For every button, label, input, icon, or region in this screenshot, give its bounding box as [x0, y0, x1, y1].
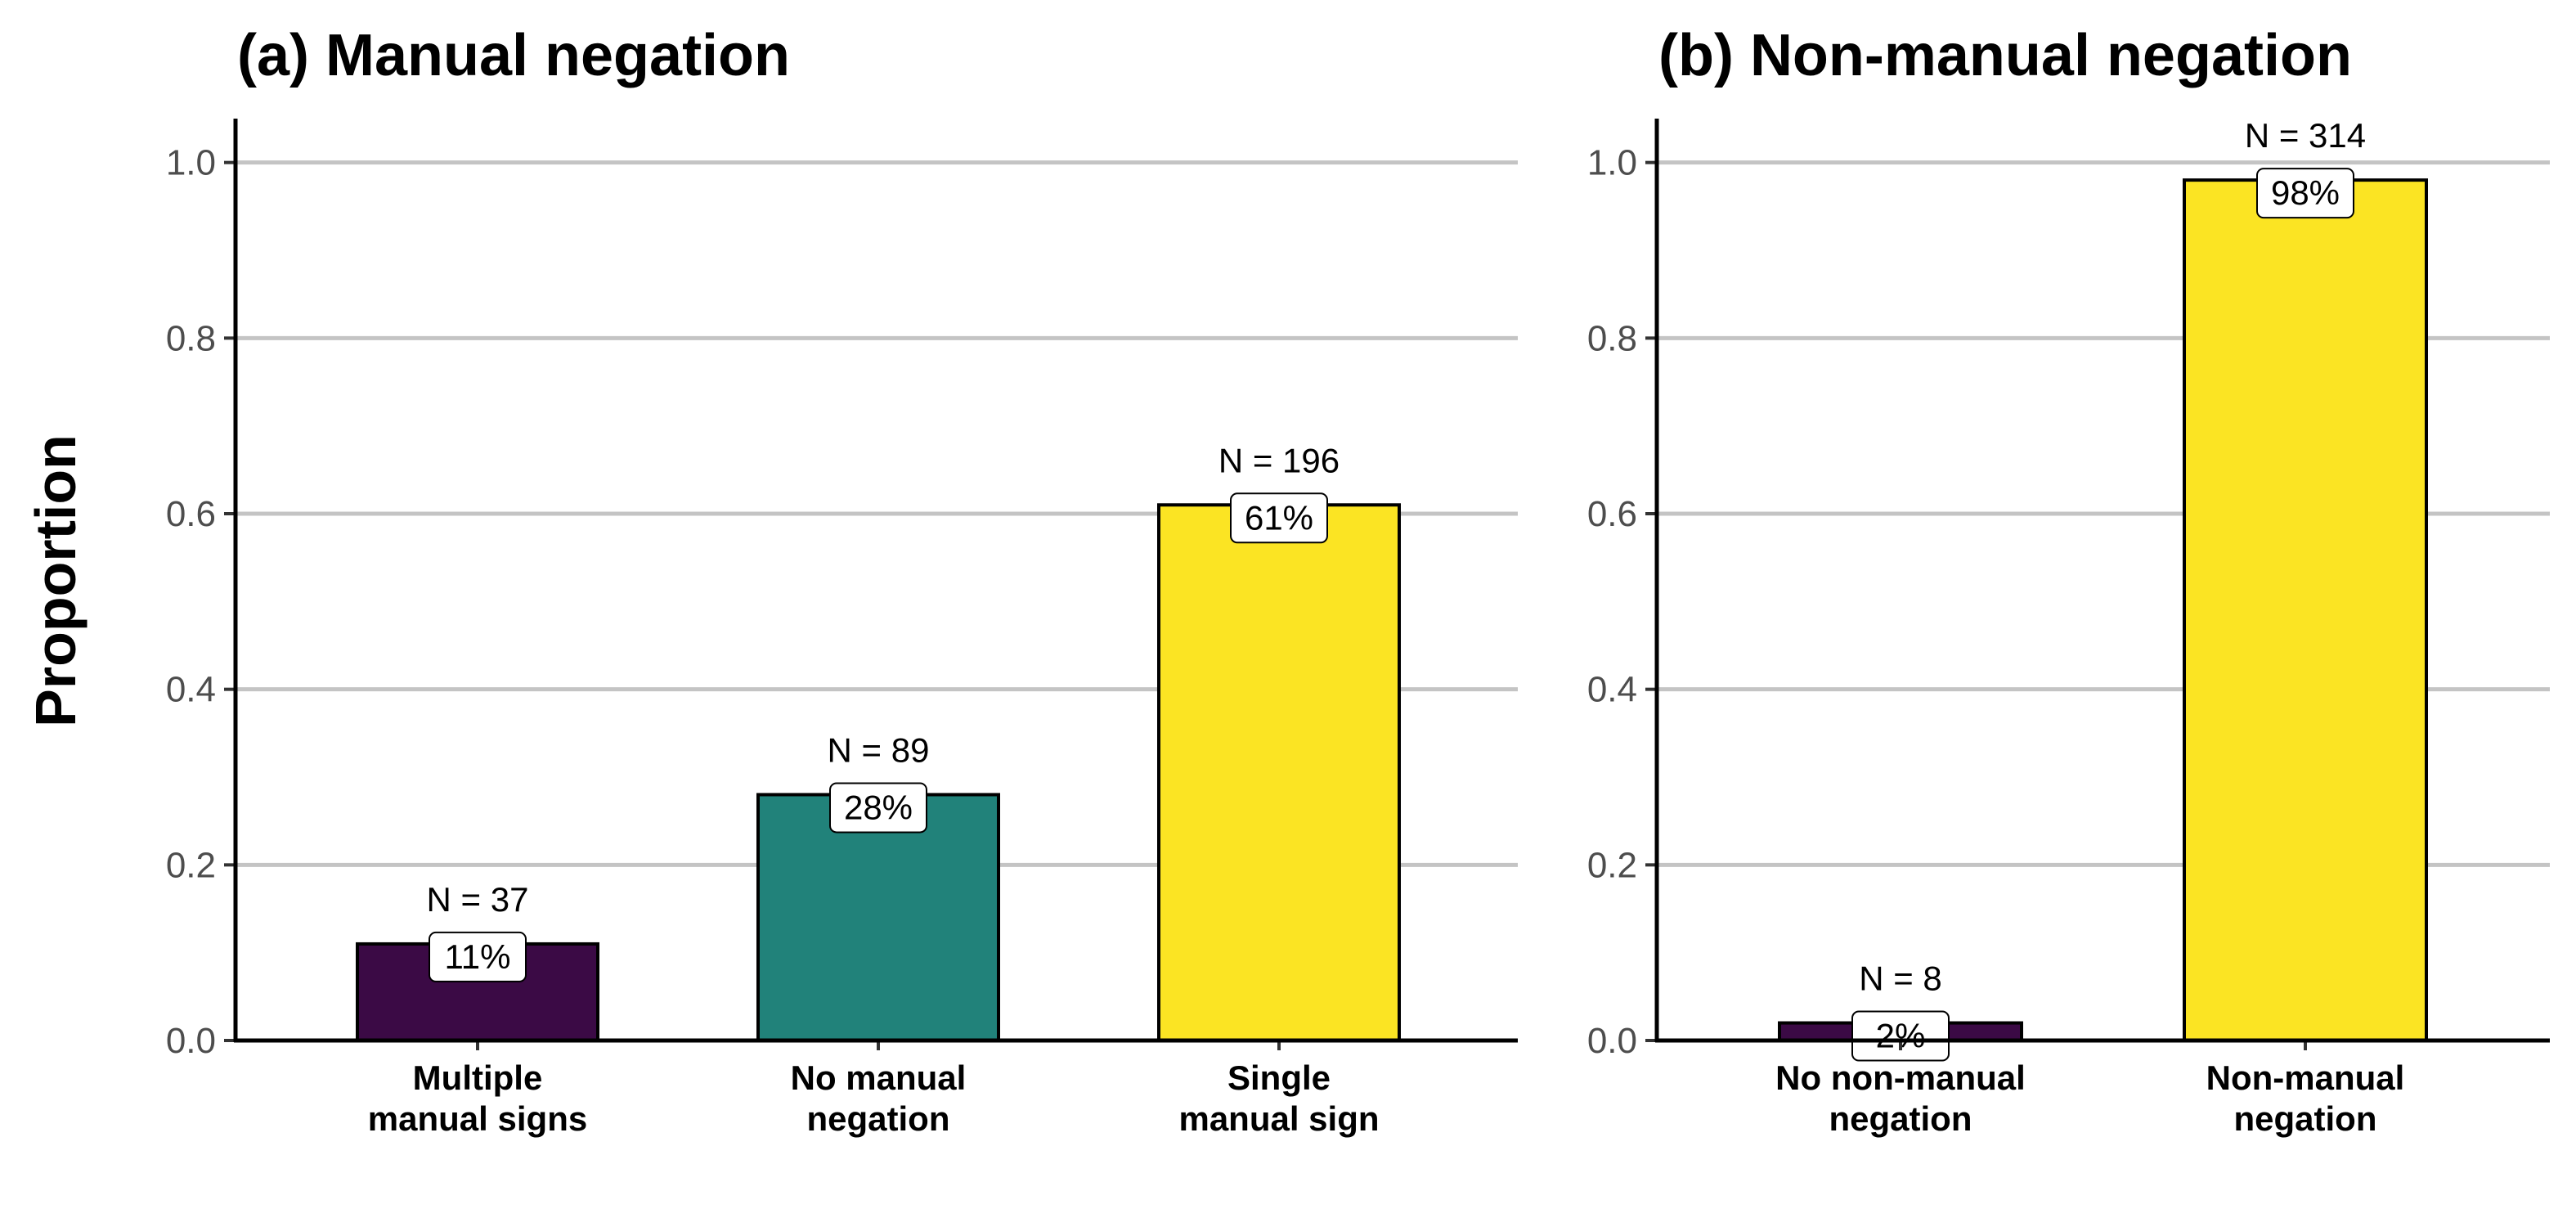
y-tick-label: 0.8: [166, 318, 216, 358]
y-tick-label: 0.4: [166, 670, 216, 710]
x-tick-label: negation: [1829, 1099, 1972, 1138]
panel-title: (b) Non-manual negation: [1658, 23, 2352, 88]
count-label: N = 8: [1859, 960, 1942, 998]
y-tick-label: 0.6: [166, 494, 216, 534]
x-tick-label: negation: [807, 1099, 950, 1138]
y-tick-label: 0.2: [166, 845, 216, 885]
count-label: N = 89: [828, 730, 930, 769]
percent-label-box: [2256, 168, 2354, 219]
y-tick-label: 1.0: [166, 143, 216, 183]
bar: [756, 793, 1000, 1042]
percent-label-box: [1230, 492, 1328, 544]
bar: [2183, 178, 2428, 1043]
percent-label-box: [429, 931, 527, 982]
percent-label: 11%: [445, 937, 511, 976]
x-tick-label: negation: [2234, 1099, 2377, 1138]
panel-title: (a) Manual negation: [237, 23, 790, 88]
panel-b: (b) Non-manual negation 0.0 0.2 0.4 0.6 0.8 1.…: [1587, 23, 2550, 1138]
y-tick-label: 0.6: [1587, 494, 1637, 534]
percent-label: 98%: [2271, 173, 2340, 212]
x-tick-label: Non-manual: [2206, 1058, 2405, 1097]
panel-a: (a) Manual negation 0.0 0.2 0.4 0.6 0.8 1.0 N =…: [166, 23, 1518, 1138]
count-label: N = 314: [2245, 116, 2366, 155]
percent-label-box: [829, 782, 927, 834]
count-label: N = 196: [1218, 441, 1340, 479]
x-tick-label: manual sign: [1178, 1099, 1379, 1138]
x-tick-label: manual signs: [368, 1099, 587, 1138]
x-tick-label: Single: [1227, 1058, 1331, 1097]
percent-label: 61%: [1245, 498, 1313, 537]
bar: [1157, 503, 1401, 1042]
count-label: N = 37: [427, 880, 529, 919]
y-tick-label: 0.8: [1587, 318, 1637, 358]
y-tick-label: 0.4: [1587, 670, 1637, 710]
y-tick-label: 0.0: [166, 1021, 216, 1061]
x-tick-label: Multiple: [413, 1058, 543, 1097]
x-tick-label: No non-manual: [1775, 1058, 2026, 1097]
y-tick-label: 0.2: [1587, 845, 1637, 885]
y-axis-label: Proportion: [24, 434, 88, 727]
percent-label: 28%: [844, 788, 913, 826]
percent-label-box: [1851, 1010, 1950, 1062]
y-tick-label: 1.0: [1587, 143, 1637, 183]
y-tick-label: 0.0: [1587, 1021, 1637, 1061]
x-tick-label: No manual: [791, 1058, 967, 1097]
